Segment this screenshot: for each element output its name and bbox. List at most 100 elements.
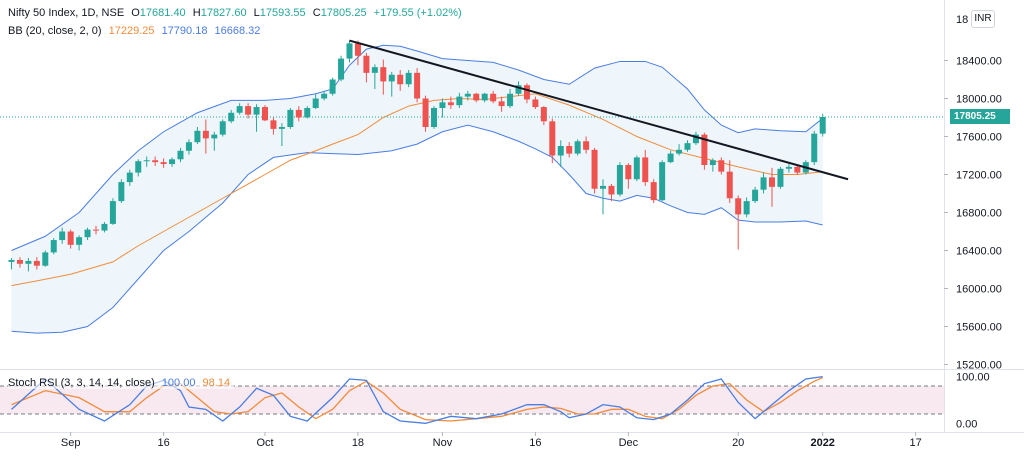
candle-body xyxy=(245,106,252,115)
candle-body xyxy=(338,58,345,80)
symbol-name: Nifty 50 Index, 1D, NSE xyxy=(8,7,125,19)
candle xyxy=(616,162,623,197)
candle xyxy=(76,235,83,251)
candle xyxy=(676,144,683,156)
candle-body xyxy=(709,160,716,165)
bb-legend: BB (20, close, 2, 0) 17229.25 17790.18 1… xyxy=(8,25,264,37)
candle-body xyxy=(135,161,142,173)
candle xyxy=(33,257,40,270)
candle-body xyxy=(312,98,319,108)
candle-body xyxy=(118,182,125,202)
candle xyxy=(625,163,632,189)
candle-body xyxy=(177,150,184,160)
time-tick-label: 16 xyxy=(529,437,541,449)
change-value: +179.55 (+1.02%) xyxy=(373,7,462,19)
candle xyxy=(16,257,23,268)
candle xyxy=(743,197,750,218)
candle xyxy=(422,95,429,132)
candle xyxy=(566,142,573,158)
candle xyxy=(245,103,252,119)
candle xyxy=(135,159,142,177)
candle xyxy=(667,150,674,164)
candle-body xyxy=(152,160,159,163)
time-tick-label: 2022 xyxy=(810,437,834,449)
currency-button[interactable]: INR xyxy=(971,10,995,28)
candle xyxy=(557,140,564,167)
time-tick-label: Nov xyxy=(433,437,453,449)
candle xyxy=(50,238,57,255)
candle-body xyxy=(701,134,708,165)
candle xyxy=(600,179,606,215)
candle xyxy=(752,186,759,203)
time-tick-label: Dec xyxy=(619,437,639,449)
low-label: L xyxy=(253,7,260,19)
candle-body xyxy=(76,237,83,245)
candle xyxy=(414,68,421,103)
candle-body xyxy=(718,160,725,172)
close-label: C xyxy=(312,7,321,19)
candle-body xyxy=(785,166,792,169)
candle xyxy=(692,131,699,146)
candle-body xyxy=(743,201,750,215)
candle-body xyxy=(33,260,40,266)
candle-body xyxy=(794,166,801,173)
candle xyxy=(228,109,235,124)
candle xyxy=(760,172,767,194)
candle-body xyxy=(481,93,488,101)
candle xyxy=(473,92,480,103)
candle-body xyxy=(650,182,657,201)
candle xyxy=(109,198,116,225)
price-tick-label: 16400.00 xyxy=(956,246,1002,258)
candle xyxy=(67,229,74,249)
candle-body xyxy=(523,85,530,100)
price-tick-label: 15600.00 xyxy=(956,322,1002,334)
candle xyxy=(93,225,99,235)
candle xyxy=(287,108,294,129)
candle xyxy=(735,195,742,250)
time-tick-label: Sep xyxy=(61,437,81,449)
candle-body xyxy=(278,127,285,129)
candle xyxy=(101,222,108,233)
candle-body xyxy=(380,67,387,82)
candle xyxy=(354,40,361,66)
candle xyxy=(253,104,260,132)
candle xyxy=(143,156,150,167)
candle xyxy=(329,77,336,96)
candle xyxy=(397,70,404,91)
candle-body xyxy=(304,108,311,118)
stoch-rsi-tick-label: 0.00 xyxy=(956,418,977,430)
candle xyxy=(785,164,792,173)
candle xyxy=(777,166,784,189)
candle xyxy=(523,83,530,104)
candle xyxy=(574,139,581,156)
candle xyxy=(371,64,378,89)
candle xyxy=(540,106,547,126)
candle-body xyxy=(760,177,767,190)
candle xyxy=(346,40,353,63)
candle-body xyxy=(126,172,133,183)
candle-body xyxy=(109,201,116,224)
candle xyxy=(447,96,454,109)
candle-body xyxy=(735,198,742,215)
candle-body xyxy=(143,160,150,162)
candle-body xyxy=(253,107,260,115)
price-tick-label-top: 18 xyxy=(956,14,968,26)
trendline xyxy=(349,39,849,181)
candle-body xyxy=(25,260,32,264)
candle xyxy=(718,157,725,175)
candle-body xyxy=(752,189,759,202)
candle xyxy=(507,89,514,108)
bb-fill xyxy=(11,45,823,334)
candle-body xyxy=(405,72,412,85)
close-value: 17805.25 xyxy=(320,7,367,19)
bb-upper-value: 17790.18 xyxy=(161,25,208,37)
price-tick-label: 16800.00 xyxy=(956,208,1002,220)
stoch-rsi-label: Stoch RSI (3, 3, 14, 14, close) xyxy=(8,377,155,389)
candle xyxy=(650,179,657,203)
candle xyxy=(388,71,395,97)
bb-lower-line xyxy=(11,124,823,334)
open-value: 17681.40 xyxy=(139,7,186,19)
candle xyxy=(794,165,801,175)
